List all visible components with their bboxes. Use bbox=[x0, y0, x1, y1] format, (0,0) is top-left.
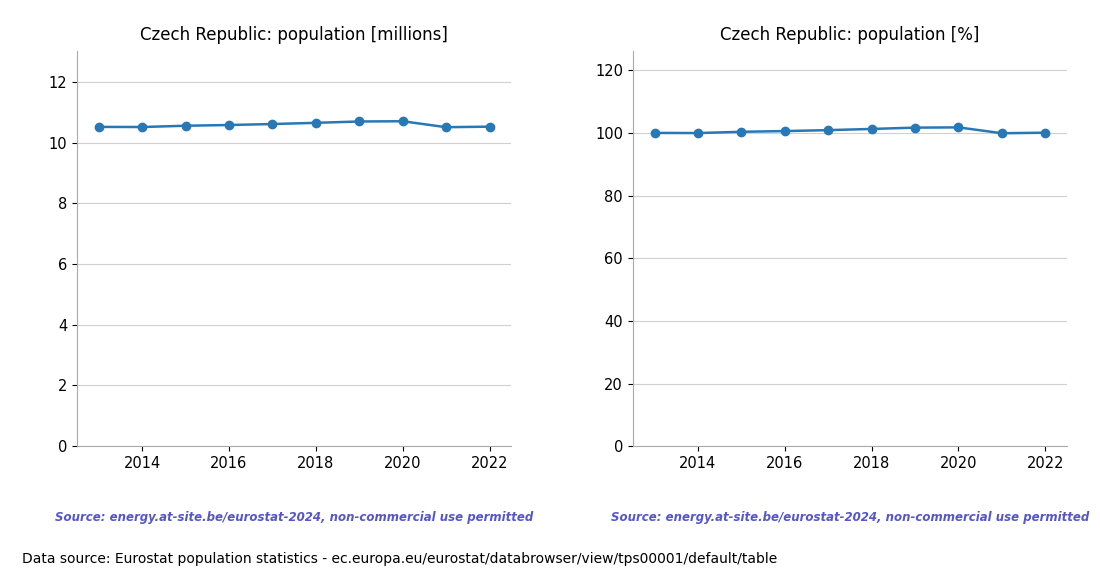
Text: Data source: Eurostat population statistics - ec.europa.eu/eurostat/databrowser/: Data source: Eurostat population statist… bbox=[22, 553, 778, 566]
Title: Czech Republic: population [millions]: Czech Republic: population [millions] bbox=[140, 26, 448, 45]
Text: Source: energy.at-site.be/eurostat-2024, non-commercial use permitted: Source: energy.at-site.be/eurostat-2024,… bbox=[55, 511, 534, 525]
Text: Source: energy.at-site.be/eurostat-2024, non-commercial use permitted: Source: energy.at-site.be/eurostat-2024,… bbox=[610, 511, 1089, 525]
Title: Czech Republic: population [%]: Czech Republic: population [%] bbox=[720, 26, 980, 45]
